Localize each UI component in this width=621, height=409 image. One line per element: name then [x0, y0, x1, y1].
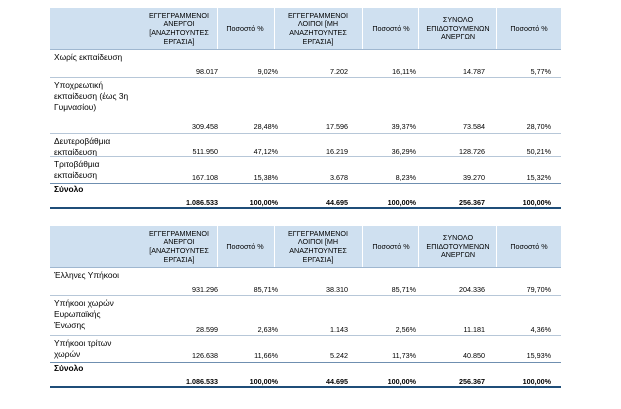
- cell-value: 167.108: [192, 173, 218, 182]
- row-label: Δευτεροβάθμια εκπαίδευση: [54, 136, 111, 158]
- column-header: Ποσοστό %: [372, 23, 410, 33]
- table-row: Έλληνες Υπήκοοι 931.296 85,71% 38.310 85…: [50, 268, 561, 296]
- cell-value: 11.181: [463, 325, 485, 334]
- cell-value: 11,73%: [392, 351, 416, 360]
- table-row: Υποχρεωτική εκπαίδευση (έως 3η Γυμνασίου…: [50, 78, 561, 134]
- cell-value: 38.310: [326, 285, 348, 294]
- cell-value: 5.242: [330, 351, 348, 360]
- cell-value: 2,63%: [257, 325, 278, 334]
- cell-value: 100,00%: [249, 198, 278, 207]
- cell-value: 1.143: [330, 325, 348, 334]
- table-row: Τριτοβάθμια εκπαίδευση 167.108 15,38% 3.…: [50, 157, 561, 183]
- cell-value: 28.599: [196, 325, 218, 334]
- cell-value: 204.336: [459, 285, 485, 294]
- table-header: ΕΓΓΕΓΡΑΜΜΕΝΟΙ ΑΝΕΡΓΟΙ [ΑΝΑΖΗΤΟΥΝΤΕΣ ΕΡΓΑ…: [50, 8, 561, 50]
- cell-value: 309.458: [192, 122, 218, 131]
- cell-value: 15,93%: [526, 351, 551, 360]
- cell-value: 28,48%: [253, 122, 278, 131]
- cell-value: 50,21%: [526, 147, 551, 156]
- cell-value: 40.850: [463, 351, 485, 360]
- cell-value: 7.202: [330, 67, 348, 76]
- citizenship-table: ΕΓΓΕΓΡΑΜΜΕΝΟΙ ΑΝΕΡΓΟΙ [ΑΝΑΖΗΤΟΥΝΤΕΣ ΕΡΓΑ…: [50, 226, 561, 388]
- row-label: Υπήκοοι τρίτων χωρών: [54, 338, 112, 360]
- column-header: ΕΓΓΕΓΡΑΜΜΕΝΟΙ ΛΟΙΠΟΙ [ΜΗ ΑΝΑΖΗΤΟΥΝΤΕΣ ΕΡ…: [287, 228, 349, 264]
- cell-value: 128.726: [459, 147, 485, 156]
- column-header: Ποσοστό %: [226, 241, 264, 251]
- column-header: Ποσοστό %: [226, 23, 264, 33]
- cell-value: 36,29%: [391, 147, 416, 156]
- cell-value: 28,70%: [526, 122, 551, 131]
- row-label: Σύνολο: [54, 184, 84, 194]
- cell-value: 39.270: [463, 173, 485, 182]
- cell-value: 100,00%: [522, 198, 551, 207]
- cell-value: 4,36%: [530, 325, 551, 334]
- cell-value: 100,00%: [387, 377, 416, 386]
- row-label: Έλληνες Υπήκοοι: [54, 270, 120, 280]
- cell-value: 511.950: [192, 147, 218, 156]
- cell-value: 100,00%: [387, 198, 416, 207]
- cell-value: 44.695: [326, 377, 348, 386]
- cell-value: 256.367: [459, 198, 485, 207]
- column-header: ΕΓΓΕΓΡΑΜΜΕΝΟΙ ΛΟΙΠΟΙ [ΜΗ ΑΝΑΖΗΤΟΥΝΤΕΣ ΕΡ…: [287, 10, 349, 46]
- cell-value: 85,71%: [253, 285, 278, 294]
- cell-value: 11,66%: [254, 351, 278, 360]
- cell-value: 2,56%: [395, 325, 416, 334]
- cell-value: 15,38%: [253, 173, 278, 182]
- table-row: Δευτεροβάθμια εκπαίδευση 511.950 47,12% …: [50, 134, 561, 157]
- cell-value: 100,00%: [522, 377, 551, 386]
- column-header: ΕΓΓΕΓΡΑΜΜΕΝΟΙ ΑΝΕΡΓΟΙ [ΑΝΑΖΗΤΟΥΝΤΕΣ ΕΡΓΑ…: [148, 10, 210, 46]
- cell-value: 79,70%: [526, 285, 551, 294]
- row-label: Χωρίς εκπαίδευση: [54, 52, 123, 62]
- cell-value: 39,37%: [391, 122, 416, 131]
- column-header: Ποσοστό %: [372, 241, 410, 251]
- cell-value: 85,71%: [391, 285, 416, 294]
- cell-value: 73.584: [463, 122, 485, 131]
- table-row: Υπήκοοι τρίτων χωρών 126.638 11,66% 5.24…: [50, 336, 561, 362]
- cell-value: 1.086.533: [186, 198, 218, 207]
- cell-value: 256.367: [459, 377, 485, 386]
- cell-value: 15,32%: [526, 173, 551, 182]
- cell-value: 16,11%: [392, 67, 416, 76]
- cell-value: 931.296: [192, 285, 218, 294]
- cell-value: 9,02%: [257, 67, 278, 76]
- cell-value: 47,12%: [253, 147, 278, 156]
- cell-value: 44.695: [326, 198, 348, 207]
- cell-value: 100,00%: [249, 377, 278, 386]
- cell-value: 16.219: [326, 147, 348, 156]
- row-label: Υπήκοοι χωρών Ευρωπαϊκής Ένωσης: [54, 298, 114, 331]
- cell-value: 1.086.533: [186, 377, 218, 386]
- table-row: Υπήκοοι χωρών Ευρωπαϊκής Ένωσης 28.599 2…: [50, 296, 561, 336]
- row-label: Υποχρεωτική εκπαίδευση (έως 3η Γυμνασίου…: [54, 80, 129, 113]
- cell-value: 8,23%: [395, 173, 416, 182]
- education-table: ΕΓΓΕΓΡΑΜΜΕΝΟΙ ΑΝΕΡΓΟΙ [ΑΝΑΖΗΤΟΥΝΤΕΣ ΕΡΓΑ…: [50, 8, 561, 209]
- row-label: Τριτοβάθμια εκπαίδευση: [54, 159, 100, 181]
- cell-value: 98.017: [196, 67, 218, 76]
- column-header: ΕΓΓΕΓΡΑΜΜΕΝΟΙ ΑΝΕΡΓΟΙ [ΑΝΑΖΗΤΟΥΝΤΕΣ ΕΡΓΑ…: [148, 228, 210, 264]
- column-header: ΣΥΝΟΛΟ ΕΠΙΔΟΤΟΥΜΕΝΩΝ ΑΝΕΡΓΩΝ: [426, 15, 490, 42]
- total-row: Σύνολο 1.086.533 100,00% 44.695 100,00% …: [50, 183, 561, 209]
- table-row: Χωρίς εκπαίδευση 98.017 9,02% 7.202 16,1…: [50, 50, 561, 78]
- cell-value: 126.638: [192, 351, 218, 360]
- total-row: Σύνολο 1.086.533 100,00% 44.695 100,00% …: [50, 362, 561, 388]
- column-header: Ποσοστό %: [510, 23, 548, 33]
- cell-value: 5,77%: [530, 67, 551, 76]
- cell-value: 17.596: [326, 122, 348, 131]
- table-header: ΕΓΓΕΓΡΑΜΜΕΝΟΙ ΑΝΕΡΓΟΙ [ΑΝΑΖΗΤΟΥΝΤΕΣ ΕΡΓΑ…: [50, 226, 561, 268]
- cell-value: 3.678: [330, 173, 348, 182]
- column-header: ΣΥΝΟΛΟ ΕΠΙΔΟΤΟΥΜΕΝΩΝ ΑΝΕΡΓΩΝ: [426, 233, 490, 260]
- cell-value: 14.787: [463, 67, 485, 76]
- row-label: Σύνολο: [54, 363, 84, 373]
- column-header: Ποσοστό %: [510, 241, 548, 251]
